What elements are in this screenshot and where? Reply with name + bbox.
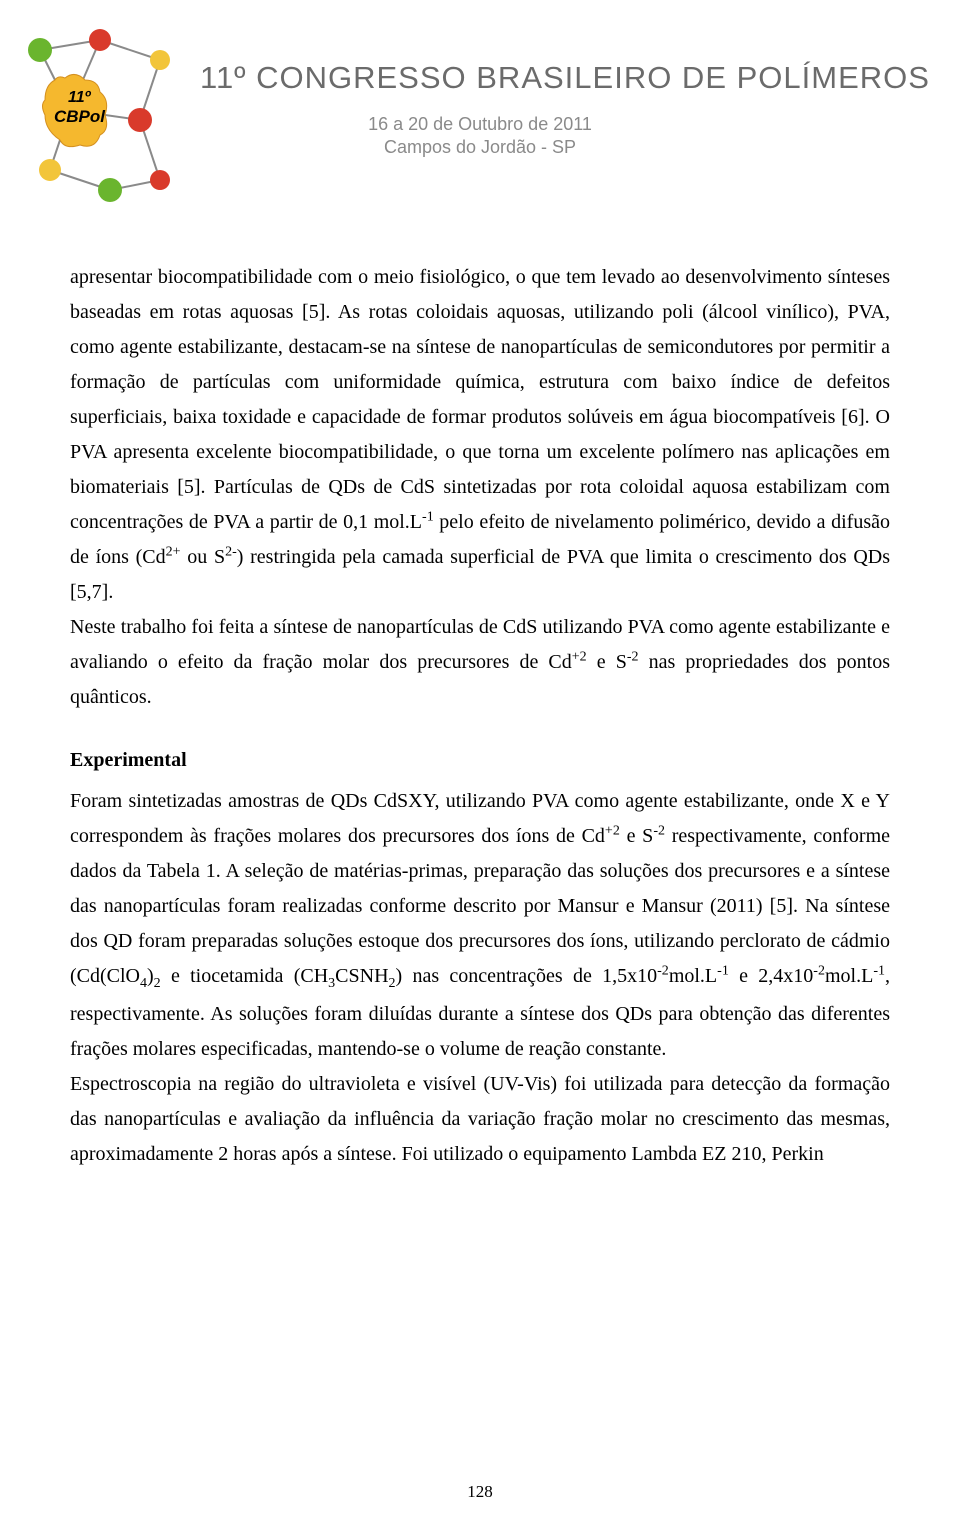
superscript: +2 — [572, 649, 587, 664]
text-span: e S — [620, 825, 653, 847]
page-number: 128 — [0, 1482, 960, 1502]
text-span: e 2,4x10 — [729, 965, 813, 987]
text-span: ) nas concentrações de 1,5x10 — [396, 965, 658, 987]
congress-logo-icon: 11º CBPol — [10, 10, 190, 210]
section-heading-experimental: Experimental — [70, 743, 890, 778]
text-span: respectivamente, conforme dados da Tabel… — [70, 825, 890, 987]
congress-title: 11º CONGRESSO BRASILEIRO DE POLÍMEROS — [200, 60, 930, 96]
congress-date: 16 a 20 de Outubro de 2011 — [200, 114, 760, 135]
text-span: apresentar biocompatibilidade com o meio… — [70, 266, 890, 533]
text-span: e S — [587, 651, 627, 673]
header-text-block: 11º CONGRESSO BRASILEIRO DE POLÍMEROS 16… — [200, 60, 930, 158]
document-body: apresentar biocompatibilidade com o meio… — [0, 220, 960, 1172]
subscript: 4 — [140, 976, 147, 991]
subscript: 2 — [154, 976, 161, 991]
superscript: +2 — [605, 823, 620, 838]
text-span: ou S — [181, 546, 226, 568]
svg-text:11º: 11º — [68, 89, 92, 106]
superscript: -1 — [873, 963, 885, 978]
body-paragraph-2: Neste trabalho foi feita a síntese de na… — [70, 610, 890, 715]
text-span: ) — [147, 965, 154, 987]
superscript: -2 — [813, 963, 825, 978]
superscript: -1 — [717, 963, 729, 978]
body-paragraph-1: apresentar biocompatibilidade com o meio… — [70, 260, 890, 610]
text-span: mol.L — [669, 965, 717, 987]
text-span: CSNH — [335, 965, 388, 987]
superscript: -1 — [422, 509, 434, 524]
body-paragraph-3: Foram sintetizadas amostras de QDs CdSXY… — [70, 784, 890, 1067]
text-span: mol.L — [825, 965, 873, 987]
subscript: 2 — [389, 976, 396, 991]
congress-location: Campos do Jordão - SP — [200, 137, 760, 158]
superscript: -2 — [657, 963, 669, 978]
superscript: 2- — [225, 544, 237, 559]
body-paragraph-4: Espectroscopia na região do ultravioleta… — [70, 1067, 890, 1172]
svg-text:CBPol: CBPol — [54, 107, 106, 126]
superscript: -2 — [627, 649, 639, 664]
page-header: 11º CBPol 11º CONGRESSO BRASILEIRO DE PO… — [0, 0, 960, 220]
superscript: -2 — [653, 823, 665, 838]
superscript: 2+ — [166, 544, 181, 559]
text-span: e tiocetamida (CH — [161, 965, 328, 987]
